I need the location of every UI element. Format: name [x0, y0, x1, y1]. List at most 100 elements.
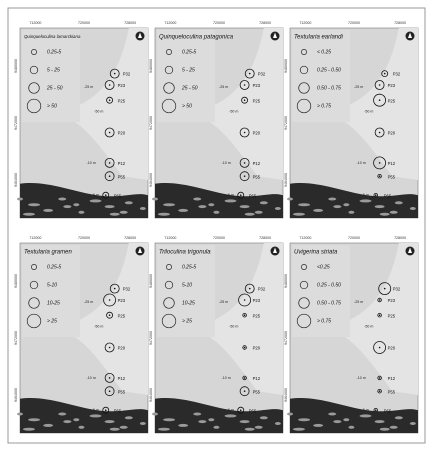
land-texture	[298, 418, 311, 422]
station-symbol	[239, 386, 250, 397]
station-dot	[108, 299, 111, 301]
land-texture	[178, 208, 189, 212]
land-texture	[109, 212, 120, 216]
legend-label: > 0.75	[317, 318, 331, 324]
land-texture	[198, 205, 207, 209]
depth-label: -10 m	[222, 161, 231, 165]
legend-symbol	[28, 297, 40, 309]
station-dot	[378, 131, 381, 134]
station-label: P23	[253, 83, 261, 88]
legend-symbol	[31, 264, 37, 270]
station-dot	[243, 346, 246, 349]
station-label: P65	[114, 408, 122, 413]
channel	[328, 243, 418, 395]
station-dot	[248, 287, 251, 290]
station-symbol	[106, 311, 113, 319]
station-symbol	[239, 157, 250, 168]
land-texture	[63, 205, 72, 209]
legend-title: Quinqueloculina lamarckiana	[24, 34, 81, 39]
land-texture	[22, 212, 35, 216]
northing-label: 9480000	[149, 274, 153, 288]
legend-label: <0.25	[317, 264, 330, 270]
legend-label: > 25	[47, 318, 57, 324]
northing-label: 9472000	[14, 331, 18, 345]
depth-label: -50 m	[364, 325, 373, 329]
depth-label: -50 m	[229, 325, 238, 329]
station-dot	[108, 84, 111, 86]
easting-label: 728000	[394, 236, 406, 240]
land-texture	[163, 418, 176, 422]
station-dot	[108, 131, 111, 134]
legend-box	[22, 245, 80, 337]
station-symbol	[377, 375, 382, 381]
station-symbol	[241, 96, 248, 104]
depth-label: -10 m	[87, 161, 96, 165]
station-dot	[243, 84, 246, 86]
land-texture	[58, 412, 67, 416]
northing-label: 9480000	[149, 59, 153, 73]
land-texture	[178, 423, 189, 427]
legend-symbol	[29, 280, 39, 290]
station-dot	[378, 390, 381, 392]
station-symbol	[373, 93, 386, 107]
station-dot	[243, 99, 246, 101]
station-dot	[243, 131, 246, 134]
land-texture	[22, 427, 35, 431]
station-dot	[248, 72, 251, 75]
legend-symbol	[299, 65, 309, 75]
land-texture	[119, 210, 128, 214]
station-label: P55	[253, 389, 261, 394]
station-dot	[108, 346, 111, 349]
depth-label: -50 m	[94, 325, 103, 329]
land	[290, 183, 418, 218]
station-dot	[374, 194, 377, 196]
station-label: P20	[388, 346, 396, 351]
northing-label: 9464000	[284, 388, 288, 402]
land-texture	[292, 427, 305, 431]
station-label: P20	[253, 131, 261, 136]
northing-label: 9472000	[14, 116, 18, 130]
legend-symbol	[163, 297, 175, 309]
channel	[328, 28, 418, 180]
station-symbol	[378, 282, 392, 295]
station-dot	[104, 409, 107, 411]
northing-label: 9464000	[284, 173, 288, 187]
land-texture	[163, 203, 176, 207]
legend-symbol	[31, 49, 37, 55]
land-texture	[379, 212, 390, 216]
station-label: P12	[118, 161, 126, 166]
station-label: P55	[253, 174, 261, 179]
channel	[58, 243, 148, 395]
land-texture	[89, 199, 102, 203]
legend-symbol	[26, 98, 42, 114]
station-label: P23	[253, 298, 261, 303]
northing-label: 9480000	[14, 59, 18, 73]
station-label: P32	[123, 287, 131, 292]
land-texture	[409, 207, 416, 210]
legend-title: Triloculina trigonula	[159, 250, 211, 256]
easting-label: 712000	[299, 236, 311, 240]
legend-symbol	[166, 49, 172, 55]
station-label: P32	[258, 287, 266, 292]
station-dot	[243, 162, 246, 164]
station-label: P20	[253, 346, 261, 351]
station-symbol	[102, 191, 110, 199]
station-symbol	[102, 406, 110, 414]
channel	[58, 28, 148, 180]
station-symbol	[106, 96, 113, 104]
northing-label: 9464000	[149, 173, 153, 187]
station-label: P25	[118, 98, 126, 103]
station-symbol	[239, 171, 250, 182]
station-dot	[113, 287, 116, 290]
land-texture	[343, 418, 350, 422]
station-symbol	[377, 297, 382, 303]
legend-symbol	[298, 297, 310, 309]
station-symbol	[377, 173, 382, 179]
easting-label: 720000	[213, 236, 225, 240]
legend-symbol	[164, 65, 174, 75]
land-texture	[389, 425, 398, 429]
northing-label: 9480000	[284, 274, 288, 288]
land	[290, 398, 418, 433]
legend-box	[22, 30, 80, 122]
station-label: P55	[118, 174, 126, 179]
